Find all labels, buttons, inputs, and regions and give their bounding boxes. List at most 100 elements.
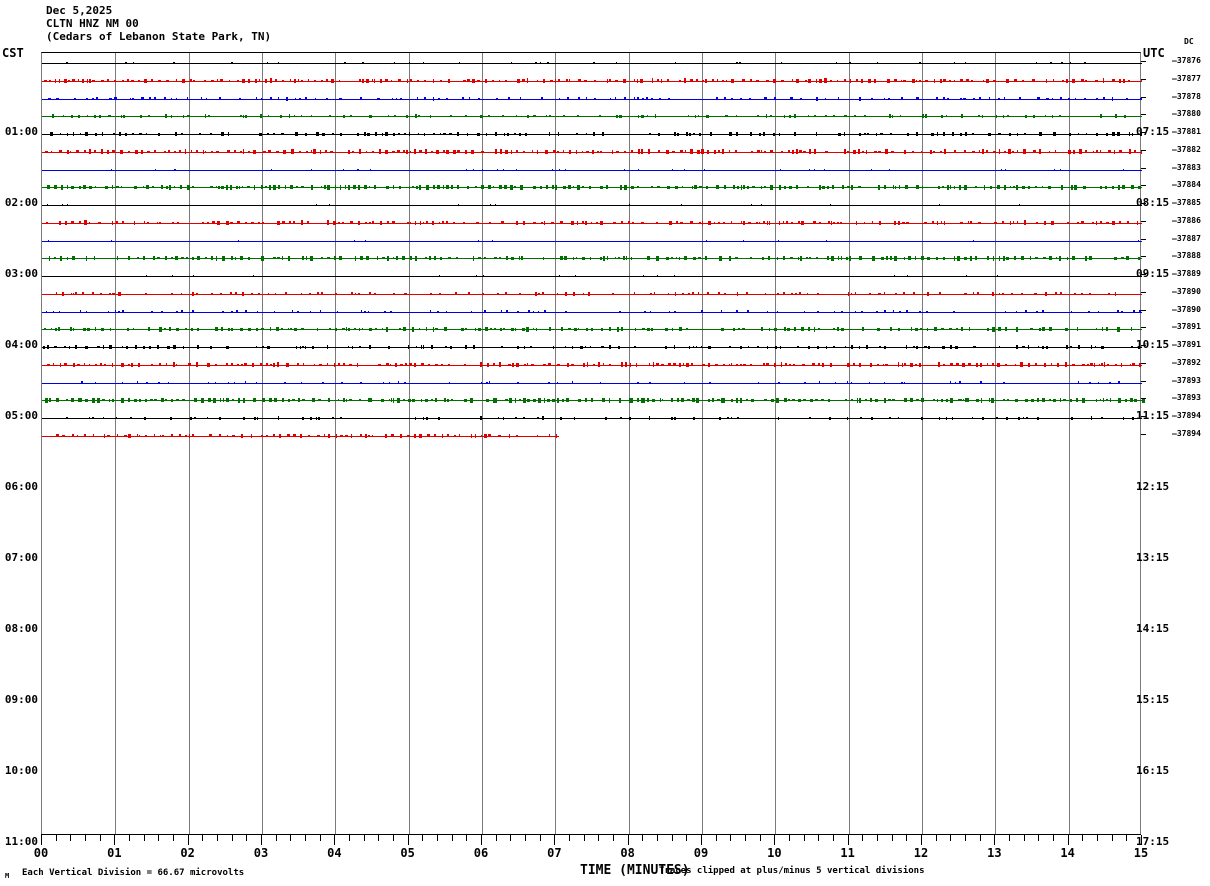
dc-offset-label: –37894 xyxy=(1172,428,1201,438)
x-tick-minor xyxy=(1126,835,1128,841)
x-tick-minor xyxy=(965,835,966,841)
dc-offset-label: –37894 xyxy=(1172,411,1201,420)
dc-offset-label: –37893 xyxy=(1172,393,1201,403)
x-tick-minor xyxy=(143,835,145,841)
x-tick-label: 07 xyxy=(547,846,562,860)
seismic-trace xyxy=(42,149,1142,155)
vertical-gridline xyxy=(409,53,410,834)
seismic-trace xyxy=(42,204,1142,206)
hour-label-utc: 08:15 xyxy=(1136,196,1170,209)
seismic-trace xyxy=(42,291,1142,296)
x-tick-minor xyxy=(671,835,673,841)
x-tick-minor xyxy=(349,835,350,841)
dc-offset-label: –37888 xyxy=(1172,251,1201,261)
dc-offset-label: –37891 xyxy=(1172,322,1201,332)
x-tick-minor xyxy=(906,835,908,841)
x-tick-label: 12 xyxy=(913,846,929,860)
dc-tick xyxy=(1141,114,1146,116)
x-tick-minor xyxy=(85,835,86,841)
hour-label-utc: 17:15 xyxy=(1136,835,1170,848)
x-tick-minor xyxy=(862,835,864,841)
dc-offset-label: –37892 xyxy=(1172,357,1201,367)
x-tick-minor xyxy=(891,835,893,841)
dc-offset-label: –37877 xyxy=(1172,73,1201,83)
vertical-gridline xyxy=(702,53,703,834)
x-tick-minor xyxy=(569,835,570,841)
dc-offset-label: –37887 xyxy=(1172,233,1201,243)
x-tick-minor xyxy=(495,835,497,841)
hour-label-cst: 05:00 xyxy=(4,409,38,422)
seismic-trace xyxy=(42,62,1142,64)
x-tick-label: 14 xyxy=(1060,846,1075,860)
hour-label-cst: 06:00 xyxy=(4,480,38,493)
seismic-trace xyxy=(42,132,1143,136)
seismic-trace xyxy=(42,433,1142,438)
hour-label-cst: 08:00 xyxy=(4,622,38,635)
x-axis-line xyxy=(41,834,1141,835)
seismic-trace xyxy=(42,168,1142,171)
x-tick-minor xyxy=(1023,835,1025,841)
dc-tick xyxy=(1141,78,1146,80)
dc-tick xyxy=(1141,433,1146,435)
x-tick-label: 00 xyxy=(33,846,49,860)
dc-tick xyxy=(1141,203,1146,204)
dc-offset-label: –37893 xyxy=(1172,375,1201,385)
x-tick-label: 10 xyxy=(767,846,782,860)
clip-note: Traces clipped at plus/minus 5 vertical … xyxy=(659,866,925,876)
dc-tick xyxy=(1141,362,1146,364)
dc-tick xyxy=(1141,274,1146,275)
x-tick-minor xyxy=(319,835,321,841)
header-date: Dec 5,2025 xyxy=(46,4,113,17)
x-tick-major xyxy=(481,835,482,845)
x-tick-major xyxy=(847,835,849,845)
hour-label-utc: 14:15 xyxy=(1136,622,1170,635)
x-tick-major xyxy=(994,835,996,845)
dc-offset-label: –37889 xyxy=(1172,269,1201,278)
dc-tick xyxy=(1141,185,1146,187)
x-tick-minor xyxy=(789,835,790,841)
x-tick-minor xyxy=(525,835,526,841)
dc-tick xyxy=(1141,61,1146,62)
dc-offset-label: –37884 xyxy=(1172,180,1201,190)
seismic-trace xyxy=(42,184,1142,190)
dc-offset-label: –37876 xyxy=(1172,56,1201,65)
x-tick-minor xyxy=(935,835,937,841)
x-tick-major xyxy=(261,835,262,845)
hour-label-utc: 07:15 xyxy=(1136,125,1170,138)
dc-offset-label: –37878 xyxy=(1172,91,1201,101)
x-tick-minor xyxy=(55,835,57,841)
dc-tick xyxy=(1141,167,1146,169)
x-tick-label: 01 xyxy=(107,846,122,860)
seismic-trace xyxy=(42,310,1142,313)
dc-tick xyxy=(1141,96,1146,98)
x-tick-label: 02 xyxy=(180,846,195,860)
seismic-trace xyxy=(42,96,1142,101)
hour-label-utc: 15:15 xyxy=(1136,693,1170,706)
dc-tick xyxy=(1141,291,1146,293)
vertical-gridline xyxy=(629,53,630,834)
x-tick-major xyxy=(701,835,702,845)
x-tick-minor xyxy=(833,835,834,841)
x-axis-title: TIME (MINUTES) xyxy=(580,863,690,878)
x-tick-minor xyxy=(437,835,438,841)
x-tick-label: 06 xyxy=(473,846,489,860)
x-tick-minor xyxy=(129,835,130,841)
dc-tick xyxy=(1141,256,1146,258)
hour-label-utc: 10:15 xyxy=(1136,338,1170,351)
x-tick-minor xyxy=(173,835,174,841)
x-tick-label: 09 xyxy=(693,846,709,860)
header-station: CLTN HNZ NM 00 xyxy=(46,17,139,30)
x-tick-major xyxy=(774,835,776,845)
seismic-trace xyxy=(42,362,1142,368)
helicorder-plot[interactable] xyxy=(41,52,1145,834)
x-tick-minor xyxy=(877,835,878,841)
x-tick-minor xyxy=(613,835,614,841)
dc-offset-label: –37891 xyxy=(1172,340,1201,349)
x-tick-minor xyxy=(583,835,585,841)
x-tick-minor xyxy=(803,835,805,841)
x-tick-minor xyxy=(1053,835,1054,841)
seismic-trace xyxy=(42,220,1142,226)
x-tick-minor xyxy=(393,835,394,841)
x-tick-label: 13 xyxy=(987,846,1002,860)
x-tick-minor xyxy=(451,835,453,841)
